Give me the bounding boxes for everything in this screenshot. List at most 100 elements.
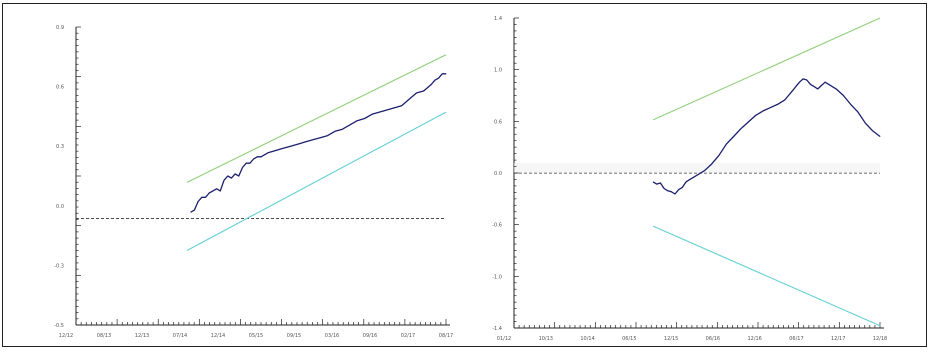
right-actual-series-point — [667, 190, 669, 192]
right-actual-series-point — [777, 103, 778, 105]
right-actual-series-point — [692, 177, 694, 178]
right-actual-series-point — [872, 130, 874, 132]
right-actual-series-point — [821, 85, 822, 86]
right-actual-series-point — [685, 181, 687, 183]
right-actual-series-point — [656, 183, 658, 185]
left-actual-series-point — [249, 162, 251, 164]
left-actual-series-point — [275, 150, 277, 151]
right-actual-series-point — [857, 111, 859, 113]
left-actual-series-point — [416, 92, 417, 94]
right-y-tick-label: 0.6 — [494, 119, 502, 125]
figure-frame — [2, 3, 927, 347]
left-chart-ticks: 0.9 0.6 0.3 0.0 -0.3 -0.5 12/12 08/13 12/13 07/14… — [54, 25, 453, 339]
right-actual-series-point — [817, 88, 819, 90]
left-x-tick-label: 05/15 — [249, 333, 263, 339]
right-actual-series-point — [696, 174, 698, 176]
right-actual-series-point — [810, 84, 811, 85]
right-y-tick-label: -0.6 — [492, 223, 502, 229]
right-y-tick-label: 1.0 — [494, 68, 502, 74]
left-actual-series-point — [208, 192, 210, 194]
left-actual-series-point — [342, 128, 343, 130]
right-zero-band-shade — [514, 163, 880, 173]
left-actual-series-point — [268, 152, 269, 153]
right-actual-series-point — [795, 86, 797, 88]
right-chart-ticks: 1.4 1.0 0.6 0.0 -0.6 -1.0 -1.4 01/12 10/13 10/14 0… — [492, 16, 887, 342]
left-actual-series-point — [430, 84, 432, 85]
left-y-tick-label: 0.9 — [56, 25, 64, 31]
left-x-tick-label: 12/13 — [135, 333, 149, 339]
left-lower-band-line — [186, 111, 447, 251]
right-actual-series-point — [733, 136, 734, 137]
left-chart: 0.9 0.6 0.3 0.0 -0.3 -0.5 12/12 08/13 12/13 07/14… — [54, 25, 453, 339]
left-actual-series-point — [253, 158, 255, 160]
left-actual-series-point — [334, 130, 336, 132]
right-actual-series-point — [828, 84, 830, 85]
right-upper-band-line — [652, 17, 881, 121]
right-x-tick-label: 12/17 — [831, 336, 845, 342]
left-actual-series-point — [194, 209, 195, 211]
left-actual-series-point — [379, 111, 380, 113]
right-actual-series-point — [718, 154, 720, 156]
left-actual-series-point — [441, 73, 443, 75]
right-chart-series — [652, 17, 881, 327]
left-y-tick-label: 0.0 — [56, 204, 64, 210]
left-actual-series-point — [197, 201, 199, 202]
left-actual-series-point — [393, 107, 395, 109]
left-x-tick-label: 12/14 — [211, 333, 225, 339]
right-y-tick-label: 1.4 — [494, 16, 502, 22]
left-y-tick-label: -0.5 — [54, 323, 64, 329]
right-actual-series-point — [703, 170, 705, 172]
right-actual-series-point — [652, 181, 654, 183]
right-actual-series-point — [747, 121, 749, 123]
right-actual-series-point — [678, 189, 680, 191]
right-actual-series-point — [835, 88, 837, 90]
right-actual-series-point — [824, 81, 826, 83]
right-lower-band-line — [652, 225, 881, 327]
right-actual-series-point — [799, 81, 800, 83]
right-actual-series-point — [802, 78, 804, 80]
left-actual-series-point — [216, 188, 218, 190]
right-actual-series-point — [879, 136, 881, 137]
right-y-tick-label: -1.4 — [492, 326, 502, 332]
right-actual-series-point — [850, 103, 852, 105]
left-actual-series-point — [205, 196, 206, 198]
left-x-tick-label: 12/12 — [59, 333, 73, 339]
right-actual-series-point — [791, 90, 793, 92]
left-actual-series-point — [234, 173, 236, 175]
right-y-tick-label: -1.0 — [492, 274, 502, 280]
right-actual-series-point — [681, 186, 683, 188]
left-actual-series-point — [312, 139, 314, 141]
left-actual-series-point — [297, 143, 299, 145]
left-actual-series-point — [282, 147, 284, 149]
left-actual-series-point — [242, 167, 243, 168]
left-actual-series-point — [319, 137, 321, 139]
right-x-tick-label: 10/14 — [580, 336, 594, 342]
right-x-tick-label: 12/15 — [664, 336, 678, 342]
left-actual-series-point — [349, 124, 351, 126]
right-chart-axes — [513, 18, 884, 329]
right-actual-series-point — [711, 163, 713, 165]
left-actual-series-point — [364, 118, 365, 119]
left-actual-series-point — [401, 105, 402, 107]
right-actual-series-point — [788, 95, 789, 96]
right-actual-series-point — [674, 193, 676, 195]
right-x-tick-label: 01/12 — [497, 336, 511, 342]
left-x-tick-label: 03/16 — [325, 333, 339, 339]
left-actual-series-point — [408, 98, 410, 100]
right-actual-series-point — [725, 143, 727, 145]
left-actual-series-point — [231, 177, 232, 179]
right-actual-series-point — [864, 122, 866, 124]
left-actual-series-point — [245, 162, 247, 164]
left-actual-series-point — [423, 90, 425, 92]
left-actual-series-point — [327, 135, 328, 136]
right-actual-series-point — [769, 107, 771, 109]
left-x-tick-label: 08/17 — [439, 333, 453, 339]
right-actual-series-point — [784, 99, 786, 101]
left-actual-series-point — [238, 175, 240, 177]
right-actual-series-point — [843, 95, 844, 96]
left-actual-series-point — [190, 211, 192, 213]
right-x-tick-label: 12/18 — [873, 336, 887, 342]
left-x-tick-label: 07/14 — [173, 333, 187, 339]
right-x-tick-label: 06/17 — [789, 336, 803, 342]
